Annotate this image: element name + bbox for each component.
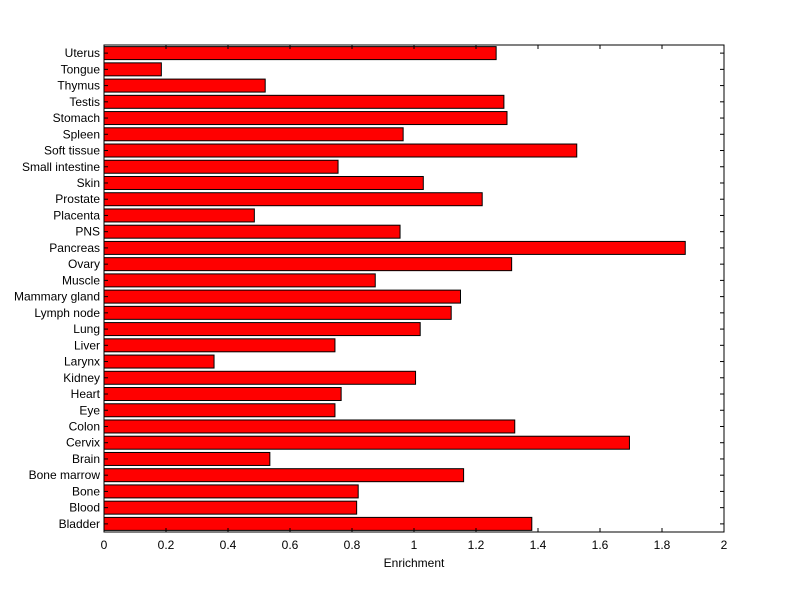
bar-bone-marrow: [103, 468, 465, 483]
bar-prostate: [103, 192, 483, 207]
bar-lymph-node: [103, 305, 452, 320]
y-tick-label: Prostate: [55, 192, 100, 206]
y-tick-label: Colon: [69, 419, 100, 433]
x-tick-label: 0.4: [220, 538, 237, 552]
y-tick-label: Blood: [69, 501, 100, 515]
bar-pancreas: [103, 240, 686, 255]
bar-pns: [103, 224, 401, 239]
x-tick-label: 0.6: [282, 538, 299, 552]
x-tick-label: 1.8: [654, 538, 671, 552]
y-tick-label: Kidney: [63, 371, 100, 385]
y-tick-label: Small intestine: [22, 160, 100, 174]
bar-kidney: [103, 370, 417, 385]
x-axis-label: Enrichment: [384, 556, 445, 570]
bar-placenta: [103, 208, 255, 223]
bar-larynx: [103, 354, 215, 369]
y-tick-label: Bone marrow: [29, 468, 101, 482]
bar-tongue: [103, 62, 162, 77]
y-tick-label: Cervix: [66, 436, 100, 450]
y-tick-label: Stomach: [53, 111, 100, 125]
bars-layer: [103, 46, 686, 531]
y-tick-label: Liver: [74, 338, 100, 352]
x-tick-label: 2: [721, 538, 728, 552]
bar-heart: [103, 387, 342, 402]
y-tick-label: Bladder: [59, 517, 100, 531]
bar-brain: [103, 451, 271, 466]
bar-bladder: [103, 516, 533, 531]
bar-liver: [103, 338, 336, 353]
y-tick-label: Larynx: [64, 355, 100, 369]
bar-ovary: [103, 257, 513, 272]
bar-lung: [103, 322, 421, 337]
y-tick-label: Mammary gland: [14, 290, 100, 304]
x-tick-label: 1.2: [468, 538, 485, 552]
y-tick-label: Pancreas: [49, 241, 100, 255]
x-tick-label: 1.4: [530, 538, 547, 552]
y-tick-label: Ovary: [68, 257, 100, 271]
bar-colon: [103, 419, 516, 434]
y-tick-label: Placenta: [53, 208, 100, 222]
y-tick-label: PNS: [75, 225, 100, 239]
bar-muscle: [103, 273, 376, 288]
y-tick-label: Heart: [71, 387, 101, 401]
y-tick-label: Spleen: [63, 127, 100, 141]
x-tick-label: 0.8: [344, 538, 361, 552]
y-tick-label: Testis: [69, 95, 100, 109]
labels-layer: Bladder Blood Bone Bone marrow Brain Cervix Co…: [14, 46, 728, 552]
y-tick-label: Skin: [77, 176, 100, 190]
y-tick-label: Uterus: [65, 46, 100, 60]
bar-bone: [103, 484, 359, 499]
y-tick-label: Muscle: [62, 273, 100, 287]
y-tick-label: Tongue: [61, 62, 101, 76]
bar-soft-tissue: [103, 143, 578, 158]
x-tick-label: 0.2: [158, 538, 175, 552]
y-tick-label: Soft tissue: [44, 144, 100, 158]
bar-mammary-gland: [103, 289, 461, 304]
bar-small-intestine: [103, 159, 339, 174]
x-tick-label: 0: [101, 538, 108, 552]
bar-blood: [103, 500, 358, 515]
bar-uterus: [103, 46, 497, 61]
bar-stomach: [103, 111, 508, 126]
bar-spleen: [103, 127, 404, 142]
y-tick-label: Eye: [79, 403, 100, 417]
y-tick-label: Lymph node: [34, 306, 100, 320]
bar-cervix: [103, 435, 630, 450]
y-tick-label: Bone: [72, 484, 100, 498]
bar-testis: [103, 94, 505, 109]
bar-skin: [103, 175, 424, 190]
y-tick-label: Brain: [72, 452, 100, 466]
x-tick-label: 1: [411, 538, 418, 552]
y-tick-label: Thymus: [57, 79, 100, 93]
x-tick-label: 1.6: [592, 538, 609, 552]
y-tick-label: Lung: [73, 322, 100, 336]
bar-thymus: [103, 78, 266, 93]
ticks-layer: [103, 45, 725, 532]
bar-eye: [103, 403, 336, 418]
